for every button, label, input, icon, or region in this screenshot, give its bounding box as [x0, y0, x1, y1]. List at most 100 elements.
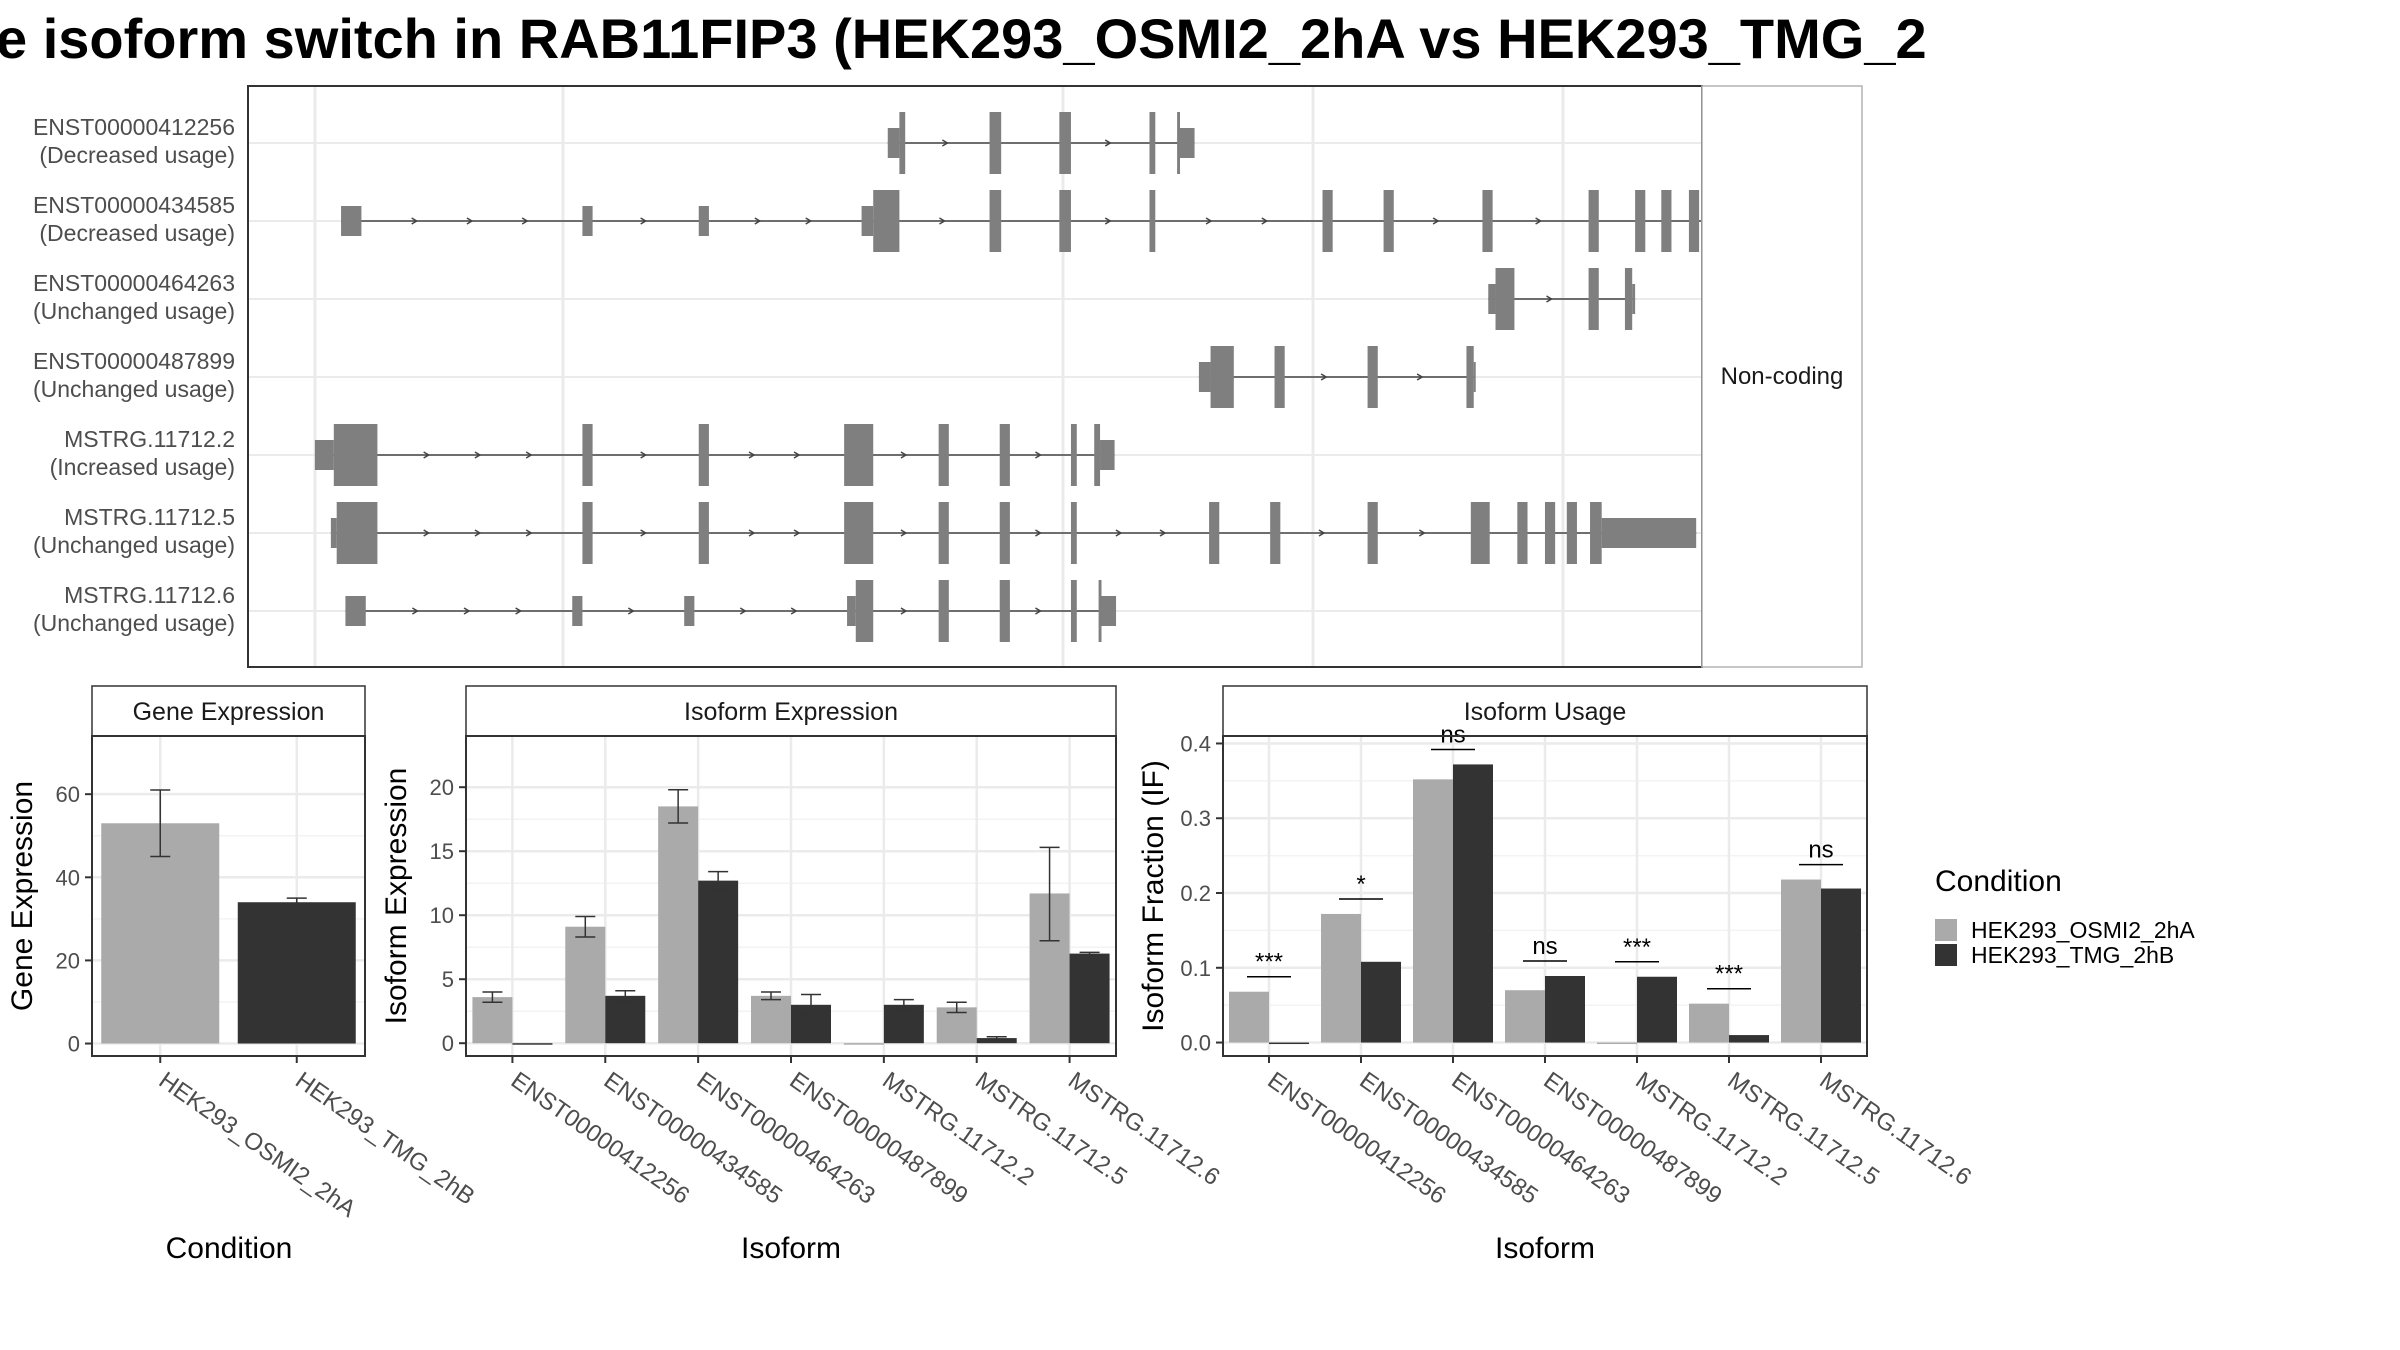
intron-arrow [1261, 217, 1269, 225]
bar [1269, 1042, 1309, 1045]
bar [1361, 961, 1401, 1043]
exon-block [333, 424, 378, 486]
exon-block [887, 128, 900, 158]
x-tick-label: MSTRG.11712.6 [1063, 1067, 1225, 1191]
exon-block [314, 440, 334, 470]
y-tick-label: 0 [442, 1031, 454, 1056]
y-tick-label: 60 [56, 782, 80, 807]
y-axis-title: Isoform Expression [380, 768, 413, 1025]
x-tick-label: MSTRG.11712.2 [877, 1067, 1039, 1191]
exon-block [1274, 346, 1285, 408]
bar [1729, 1035, 1769, 1043]
intron-arrow [627, 607, 635, 615]
exon-block [572, 596, 583, 626]
exon-block [899, 112, 906, 174]
intron-arrow [900, 607, 908, 615]
exon-block [1322, 190, 1333, 252]
exon-block [1383, 190, 1394, 252]
intron-arrow [466, 217, 474, 225]
intron-arrow [423, 451, 431, 459]
exon-block [336, 502, 378, 564]
intron-arrow [423, 529, 431, 537]
exon-block [1100, 440, 1115, 470]
chart-panel: Isoform Expression05101520ENST0000041225… [380, 685, 1225, 1265]
panel-strip [465, 685, 1117, 737]
exon-block [1149, 190, 1156, 252]
exon-block [844, 424, 874, 486]
coding-strip-label: Non-coding [1721, 363, 1844, 390]
legend-swatch [1935, 919, 1957, 941]
panel-title: Gene Expression [133, 698, 325, 726]
intron-arrow [900, 529, 908, 537]
significance-label: *** [1623, 934, 1651, 961]
intron-arrow [939, 217, 946, 225]
significance-label: *** [1255, 949, 1283, 976]
bar [1229, 991, 1269, 1043]
panel-border [91, 735, 366, 1057]
bar [1689, 1003, 1729, 1043]
exon-block [1210, 346, 1234, 408]
intron-arrow [412, 607, 419, 615]
transcript-id-label: MSTRG.11712.2 [64, 426, 235, 452]
intron-arrow [411, 217, 419, 225]
exon-block [1367, 346, 1378, 408]
exon-block [1177, 112, 1181, 174]
bar [1453, 764, 1493, 1043]
transcript-usage-label: (Unchanged usage) [33, 376, 235, 402]
intron-arrow [900, 451, 908, 459]
intron-arrow [1035, 529, 1042, 537]
exon-block [1094, 424, 1101, 486]
exon-block [844, 502, 874, 564]
x-tick-label: MSTRG.11712.2 [1631, 1067, 1793, 1191]
y-tick-label: 0 [68, 1032, 80, 1057]
exon-block [698, 424, 709, 486]
exon-block [1588, 190, 1599, 252]
panel-title: Isoform Usage [1464, 698, 1627, 726]
intron-arrow [790, 607, 798, 615]
intron-arrow [474, 529, 482, 537]
intron-arrow [1416, 373, 1424, 381]
exon-block [1590, 502, 1602, 564]
exon-block [1632, 284, 1636, 314]
intron-arrow [1205, 217, 1213, 225]
intron-arrow [748, 529, 756, 537]
transcript-usage-label: (Decreased usage) [39, 142, 235, 168]
intron-arrow [640, 217, 648, 225]
bar [1781, 879, 1821, 1043]
bar [883, 1004, 924, 1044]
transcript-id-label: ENST00000434585 [33, 192, 235, 218]
transcript-usage-label: (Unchanged usage) [33, 610, 235, 636]
exon-block [1517, 502, 1528, 564]
exon-block [1488, 284, 1496, 314]
exon-block [1661, 190, 1672, 252]
exon-block [861, 206, 874, 236]
bar [1597, 1042, 1637, 1045]
bar [1413, 779, 1453, 1043]
exon-block [938, 502, 949, 564]
bar [936, 1007, 977, 1044]
exon-block [1367, 502, 1378, 564]
exon-block [1482, 190, 1493, 252]
exon-block [1473, 362, 1476, 392]
exon-block [855, 580, 874, 642]
intron-arrow [754, 217, 762, 225]
y-axis-title: Gene Expression [6, 781, 39, 1011]
bar [843, 1043, 884, 1045]
significance-label: ns [1808, 837, 1833, 864]
y-tick-label: 0.1 [1180, 956, 1211, 981]
intron-arrow [1320, 373, 1328, 381]
bar [101, 823, 220, 1044]
y-tick-label: 40 [56, 865, 80, 890]
exon-block [1149, 112, 1156, 174]
intron-arrow [1159, 529, 1167, 537]
transcript-usage-label: (Increased usage) [50, 454, 235, 480]
x-axis-title: Isoform [741, 1232, 841, 1265]
intron-arrow [941, 139, 949, 147]
bar [976, 1038, 1017, 1044]
exon-block [1601, 518, 1697, 548]
intron-arrow [793, 451, 801, 459]
exon-block [1070, 580, 1077, 642]
intron-arrow [1318, 529, 1326, 537]
intron-arrow [1104, 139, 1112, 147]
